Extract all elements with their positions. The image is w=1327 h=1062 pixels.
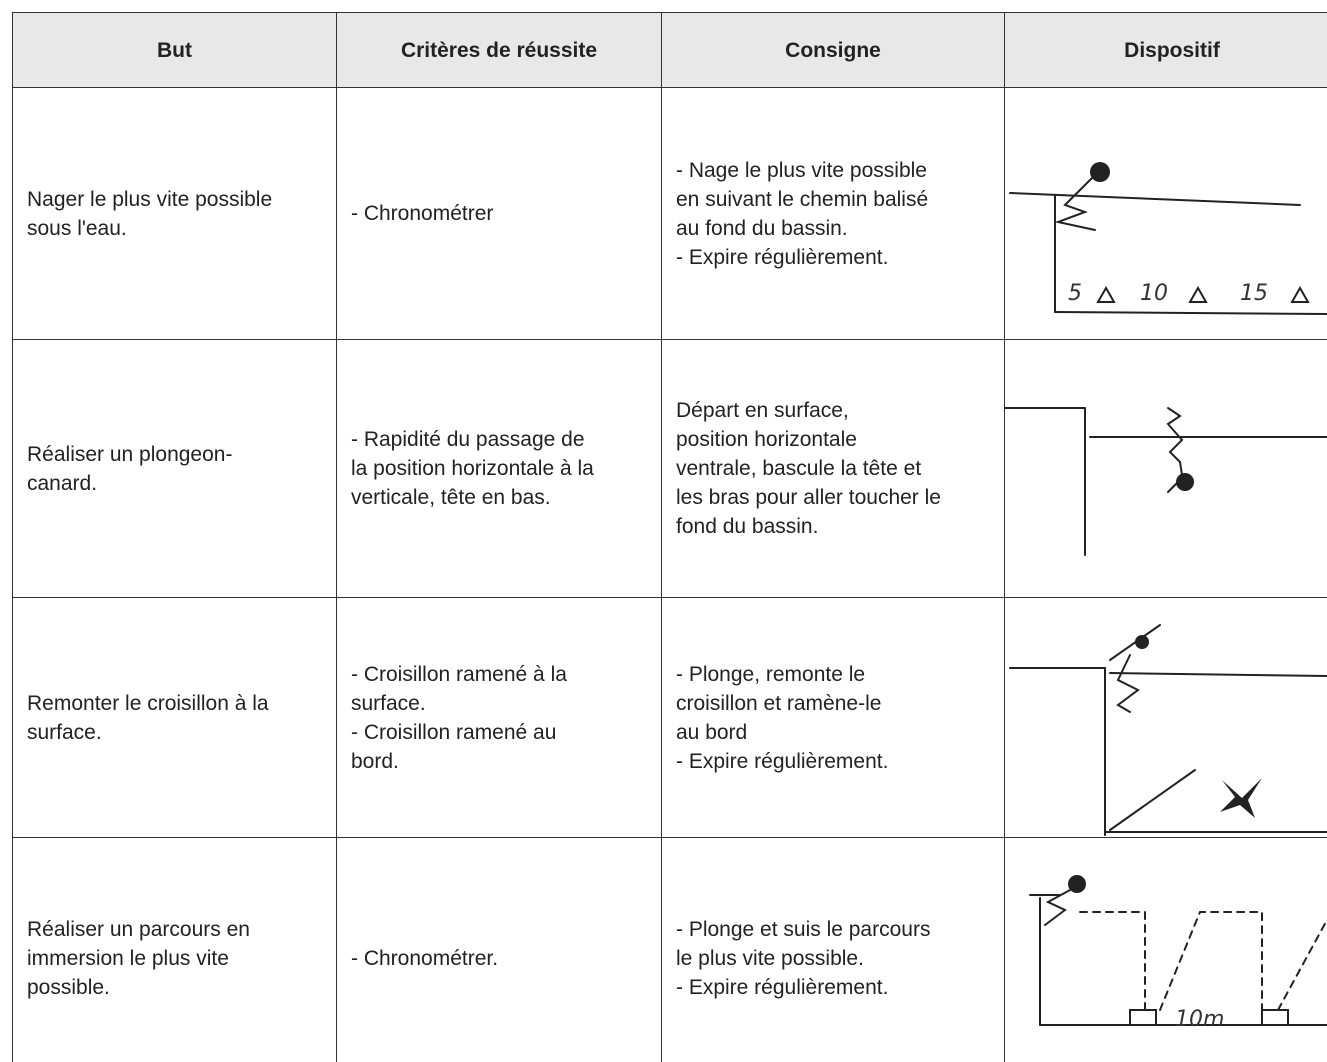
table-cell: Remonter le croisillon à la surface. — [12, 598, 337, 838]
cell-text: canard. — [27, 471, 98, 495]
cell-text: - Plonge, remonte le — [676, 662, 866, 686]
cell-text: - Expire régulièrement. — [676, 976, 889, 999]
cell-text: surface. — [27, 720, 102, 744]
table-cell — [1005, 598, 1327, 838]
cell-text: Départ en surface, — [676, 399, 849, 422]
cell-text: - Chronométrer. — [351, 947, 499, 970]
table-cell — [1005, 340, 1327, 598]
cell-text: la position horizontale à la — [351, 457, 594, 480]
cell-text: ventrale, bascule la tête et — [676, 457, 922, 480]
cell-text: position horizontale — [676, 428, 857, 451]
table-cell: Départ en surface, position horizontale ve… — [662, 340, 1005, 598]
cell-text: croisillon et ramène-le — [676, 691, 882, 715]
cell-text: Réaliser un plongeon- — [27, 442, 233, 466]
table-cell: - Chronométrer. — [337, 838, 662, 1062]
cell-text: - Plonge et suis le parcours — [676, 918, 931, 941]
cell-text: - Chronométrer — [351, 202, 494, 225]
header-text: Critères de réussite — [400, 38, 598, 62]
table-cell — [1005, 88, 1327, 340]
table-cell: - Plonge et suis le parcours le plus vite… — [662, 838, 1005, 1062]
table-cell: Réaliser un plongeon-canard. — [12, 340, 337, 598]
header-text: Consigne — [785, 38, 881, 62]
cell-text: possible. — [27, 976, 110, 999]
cell-text: au bord — [676, 720, 748, 744]
table-cell: Nager le plus vite possible sous l'eau. — [12, 88, 337, 340]
cell-text: - Nage le plus vite possible — [676, 158, 927, 182]
cell-text: au fond du bassin. — [676, 216, 848, 240]
header-cell: Dispositif — [1005, 12, 1327, 88]
cell-text: les bras pour aller toucher le — [676, 486, 941, 509]
cell-text: - Expire régulièrement. — [676, 749, 889, 773]
table-cell: Réaliser un parcours en immersion le plus… — [12, 838, 337, 1062]
cell-text: le plus vite possible. — [676, 947, 864, 970]
sketch-label: 10m — [1175, 1007, 1224, 1032]
header-text: But — [157, 38, 192, 62]
cell-text: - Croisillon ramené à la — [351, 662, 567, 686]
cell-text: surface. — [351, 691, 426, 715]
cell-text: en suivant le chemin balisé — [676, 187, 929, 211]
table-cell: - Rapidité du passage de la position hori… — [337, 340, 662, 598]
sketch-duck-dive — [1004, 407, 1327, 556]
sketch-retrieve-cross — [1009, 624, 1327, 836]
table-cell: - Nage le plus vite possible en suivant l… — [662, 88, 1005, 340]
sketch-label: 5 — [1068, 281, 1082, 306]
cell-text: - Expire régulièrement. — [676, 245, 889, 269]
cell-text: fond du bassin. — [676, 515, 819, 538]
cell-text: bord. — [351, 749, 399, 773]
table-cell: - Plonge, remonte le croisillon et ramène… — [662, 598, 1005, 838]
cell-text: immersion le plus vite — [27, 947, 229, 970]
header-cell: But — [12, 12, 337, 88]
header-text: Dispositif — [1124, 38, 1220, 62]
header-cell: Critères de réussite — [337, 12, 662, 88]
cell-text: Nager le plus vite possible — [27, 187, 273, 211]
cell-text: sous l'eau. — [27, 216, 127, 240]
cell-text: - Rapidité du passage de — [351, 428, 585, 451]
table-cell: - Croisillon ramené à la surface. - Croisi… — [337, 598, 662, 838]
cell-text: verticale, tête en bas. — [351, 486, 551, 509]
cell-text: Remonter le croisillon à la — [27, 691, 269, 715]
sketch-label: 10 — [1140, 281, 1168, 306]
sketch-underwater-swim: 5 10 15 — [1009, 162, 1327, 315]
cell-text: - Croisillon ramené au — [351, 720, 557, 744]
header-cell: Consigne — [662, 12, 1005, 88]
table-cell: - Chronométrer — [337, 88, 662, 340]
cell-text: Réaliser un parcours en — [27, 918, 250, 941]
sketch-course: 10m — [1029, 875, 1327, 1032]
sketch-label: 15 — [1240, 281, 1268, 306]
